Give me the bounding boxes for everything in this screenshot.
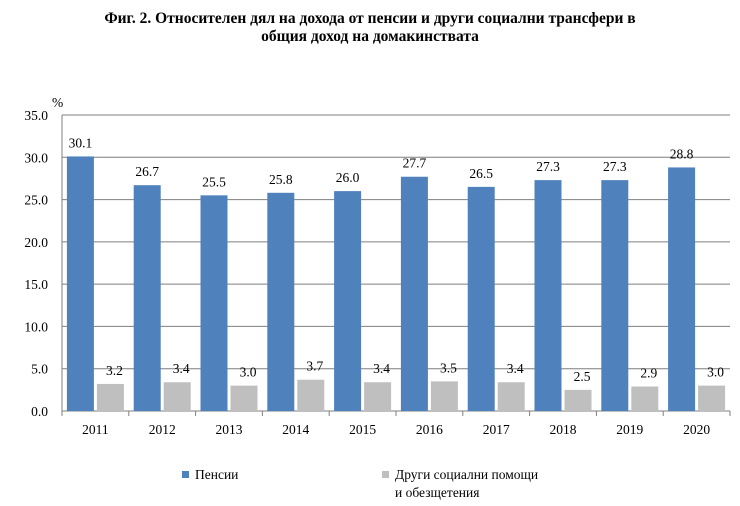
x-tick-label: 2014 [282, 422, 309, 437]
chart-title-line-2: общия доход на домакинствата [261, 28, 479, 45]
bar-other-social [297, 379, 325, 411]
bar-other-social [163, 382, 191, 411]
x-tick-label: 2017 [483, 422, 510, 437]
legend-label-other-social-line-2: и обезщетения [395, 485, 480, 500]
chart-title-line-1: Фиг. 2. Относителен дял на дохода от пен… [104, 10, 636, 27]
y-tick-label: 0.0 [31, 404, 48, 419]
x-tick-label: 2018 [550, 422, 577, 437]
data-label-other-social: 2.5 [574, 369, 591, 384]
y-tick-label: 25.0 [24, 193, 48, 208]
data-label-pensions: 28.8 [670, 146, 694, 161]
data-label-pensions: 25.8 [269, 172, 293, 187]
legend-label-other-social-line-1: Други социални помощи [395, 467, 539, 482]
x-tick-label: 2013 [216, 422, 243, 437]
legend-label-pensions: Пенсии [195, 467, 239, 482]
data-label-other-social: 3.4 [373, 361, 390, 376]
y-tick-label: 15.0 [24, 277, 48, 292]
data-label-other-social: 3.7 [306, 359, 323, 374]
data-label-other-social: 3.5 [440, 360, 457, 375]
y-tick-label: 10.0 [24, 319, 48, 334]
data-label-other-social: 3.0 [707, 365, 724, 380]
bar-other-social [631, 386, 659, 411]
data-label-other-social: 3.2 [106, 363, 123, 378]
bar-other-social [564, 389, 592, 411]
bar-pensions [133, 185, 161, 411]
bar-pensions [534, 180, 562, 411]
legend-swatch-other-social [382, 471, 389, 478]
bar-pensions [334, 191, 362, 411]
bar-pensions [200, 195, 228, 411]
bar-pensions [66, 156, 94, 411]
data-label-other-social: 2.9 [640, 365, 657, 380]
bar-other-social [497, 382, 525, 411]
bar-other-social [430, 381, 458, 411]
data-label-other-social: 3.4 [173, 361, 190, 376]
bar-pensions [601, 180, 629, 411]
bar-pensions [400, 176, 428, 411]
y-tick-label: 35.0 [24, 108, 48, 123]
data-label-pensions: 27.7 [403, 156, 427, 171]
data-label-pensions: 27.3 [536, 159, 560, 174]
x-tick-label: 2011 [82, 422, 109, 437]
bar-other-social [230, 385, 258, 411]
bar-other-social [96, 383, 124, 411]
data-label-other-social: 3.0 [240, 365, 257, 380]
bar-pensions [668, 167, 696, 411]
x-tick-label: 2015 [349, 422, 376, 437]
y-axis-unit: % [52, 95, 63, 110]
x-tick-label: 2020 [683, 422, 710, 437]
x-tick-label: 2012 [149, 422, 176, 437]
chart-title: Фиг. 2. Относителен дял на дохода от пен… [0, 10, 740, 46]
data-label-pensions: 26.7 [135, 164, 159, 179]
data-label-pensions: 26.0 [336, 170, 360, 185]
data-label-pensions: 25.5 [202, 174, 226, 189]
y-tick-label: 30.0 [24, 150, 48, 165]
bar-other-social [364, 382, 392, 411]
bar-pensions [467, 186, 495, 411]
data-label-pensions: 30.1 [69, 135, 93, 150]
x-tick-label: 2016 [416, 422, 443, 437]
data-label-pensions: 27.3 [603, 159, 627, 174]
x-tick-label: 2019 [616, 422, 643, 437]
data-label-pensions: 26.5 [469, 166, 493, 181]
y-tick-label: 5.0 [31, 362, 48, 377]
legend-swatch-pensions [182, 471, 189, 478]
bar-other-social [698, 385, 726, 411]
y-tick-label: 20.0 [24, 235, 48, 250]
data-label-other-social: 3.4 [507, 361, 524, 376]
bar-pensions [267, 192, 295, 411]
